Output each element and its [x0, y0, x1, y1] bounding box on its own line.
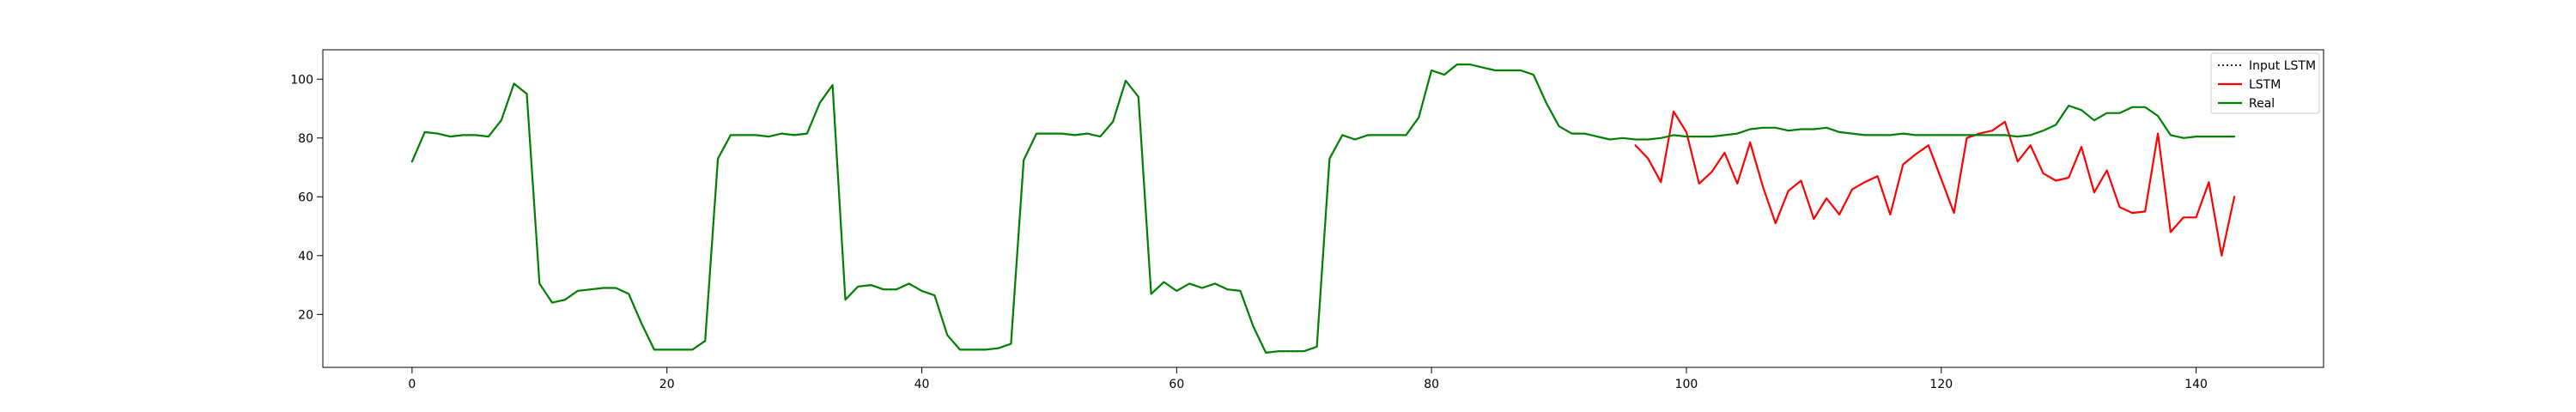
x-tick-label: 120 — [1929, 378, 1953, 391]
x-tick-label: 0 — [408, 378, 416, 391]
legend-label: Real — [2249, 97, 2275, 111]
x-tick-label: 60 — [1169, 378, 1184, 391]
y-tick-label: 20 — [298, 308, 313, 322]
plot-frame — [322, 49, 2324, 368]
x-tick-label: 140 — [2184, 378, 2208, 391]
x-axis: 0 20 40 60 80 100 120 140 — [408, 367, 2208, 391]
y-tick-label: 60 — [298, 191, 313, 204]
legend-label: Input LSTM — [2249, 59, 2316, 73]
series-line-lstm — [1634, 110, 2236, 257]
y-axis: 20 40 60 80 100 — [290, 73, 323, 322]
series-line-real — [410, 63, 2236, 354]
y-tick-label: 40 — [298, 250, 313, 264]
legend-box — [2210, 52, 2320, 114]
x-tick-label: 40 — [914, 378, 930, 391]
x-tick-label: 80 — [1424, 378, 1439, 391]
y-tick-label: 80 — [298, 132, 313, 146]
x-tick-label: 20 — [659, 378, 675, 391]
legend-label: LSTM — [2249, 78, 2281, 92]
series-layer — [410, 63, 2236, 354]
x-tick-label: 100 — [1675, 378, 1698, 391]
y-tick-label: 100 — [290, 73, 313, 87]
legend: Input LSTM LSTM Real — [2210, 52, 2320, 114]
